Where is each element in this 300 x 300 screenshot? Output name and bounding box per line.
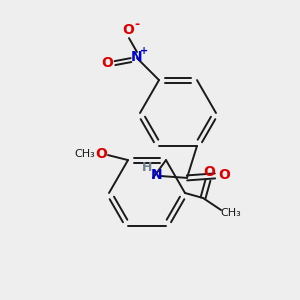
Text: O: O xyxy=(203,165,215,179)
Text: N: N xyxy=(131,50,143,64)
Text: N: N xyxy=(151,168,163,182)
Text: O: O xyxy=(218,168,230,182)
Text: +: + xyxy=(140,46,148,56)
Text: -: - xyxy=(134,18,140,31)
Text: O: O xyxy=(101,56,113,70)
Text: CH₃: CH₃ xyxy=(220,208,242,218)
Text: O: O xyxy=(122,23,134,37)
Text: O: O xyxy=(95,147,107,161)
Text: CH₃: CH₃ xyxy=(75,149,95,159)
Text: H: H xyxy=(142,161,152,174)
